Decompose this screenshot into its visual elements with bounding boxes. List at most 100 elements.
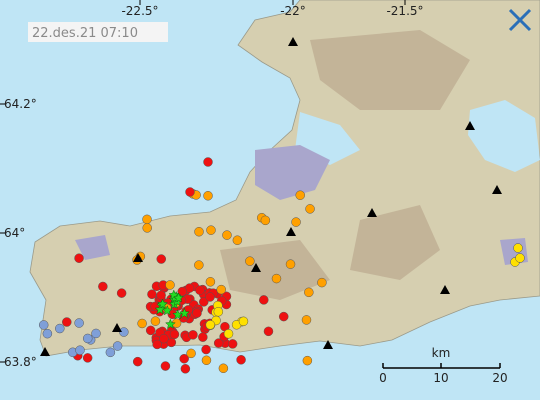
earthquake <box>513 243 523 253</box>
earthquake <box>260 215 271 226</box>
earthquake <box>295 190 305 200</box>
scale-label: 10 <box>433 371 448 385</box>
earthquake <box>291 217 301 227</box>
earthquake <box>75 345 85 355</box>
earthquake <box>232 235 243 245</box>
longitude-label: -22.5° <box>121 4 158 18</box>
lake <box>468 100 540 172</box>
logo <box>508 8 532 32</box>
earthquake <box>180 364 191 374</box>
lava-field <box>75 145 528 265</box>
earthquake <box>195 285 205 295</box>
scale-bar <box>382 363 501 369</box>
earthquake <box>194 260 204 270</box>
earthquake <box>145 325 156 336</box>
earthquake <box>74 253 84 263</box>
earthquake <box>194 226 204 237</box>
earthquake <box>278 311 289 322</box>
station <box>323 340 333 349</box>
earthquake <box>223 329 234 339</box>
earthquake <box>245 256 255 266</box>
station <box>40 347 50 356</box>
earthquake <box>152 339 162 350</box>
earthquake <box>62 317 72 327</box>
earthquake <box>98 281 108 292</box>
earthquake-star <box>173 292 184 303</box>
earthquake <box>203 157 213 167</box>
earthquake <box>116 288 127 298</box>
earthquake <box>55 323 65 334</box>
earthquake <box>74 318 84 328</box>
earthquake <box>156 290 166 301</box>
latitude-label: 64° <box>4 226 25 240</box>
earthquake <box>317 277 327 288</box>
earthquake <box>201 355 212 366</box>
earthquake <box>186 348 196 359</box>
station <box>251 263 261 272</box>
latitude-label: 63.8° <box>4 355 37 369</box>
earthquake <box>142 214 152 225</box>
earthquake <box>271 273 282 284</box>
earthquake <box>82 353 93 363</box>
earthquakes <box>38 157 525 374</box>
earthquake <box>160 361 171 371</box>
earthquake <box>216 284 226 295</box>
station <box>492 185 502 194</box>
earthquake <box>198 332 208 342</box>
earthquake <box>304 287 314 298</box>
station <box>133 253 143 262</box>
station <box>465 121 475 130</box>
earthquake-star <box>157 298 169 309</box>
earthquake <box>159 333 169 344</box>
earthquake <box>205 292 215 302</box>
earthquake <box>213 306 224 317</box>
earthquake <box>301 315 312 325</box>
earthquake <box>206 225 216 235</box>
timestamp-box <box>28 22 168 42</box>
longitude-label: -22° <box>280 4 306 18</box>
earthquake <box>42 328 53 339</box>
earthquake-star <box>164 318 176 329</box>
station <box>286 227 296 236</box>
earthquake-star <box>154 303 166 315</box>
earthquake <box>169 329 180 340</box>
earthquake <box>192 308 202 318</box>
earthquake <box>227 339 238 349</box>
earthquake <box>132 356 143 367</box>
scale-label: 20 <box>492 371 507 385</box>
earthquake <box>213 338 224 348</box>
earthquake <box>91 328 101 339</box>
earthquake <box>201 344 211 355</box>
earthquake <box>203 190 213 201</box>
earthquake <box>142 223 152 233</box>
earthquake <box>179 353 189 364</box>
earthquake <box>222 230 232 240</box>
station <box>288 37 298 46</box>
earthquake <box>112 341 123 351</box>
station <box>367 208 377 217</box>
earthquake-star <box>172 309 183 320</box>
earthquake <box>165 280 175 290</box>
earthquake <box>236 355 246 365</box>
earthquake <box>238 316 249 327</box>
scale-label: 0 <box>379 371 387 385</box>
earthquake <box>285 259 296 269</box>
earthquake <box>198 297 209 307</box>
earthquake <box>156 254 167 264</box>
earthquake <box>305 204 315 214</box>
earthquake <box>185 187 195 197</box>
scale-unit: km <box>432 346 451 360</box>
earthquake <box>119 327 129 337</box>
earthquake <box>259 295 269 305</box>
earthquake-star <box>179 307 190 319</box>
longitude-label: -21.5° <box>386 4 423 18</box>
earthquake <box>105 347 116 358</box>
earthquake <box>82 333 93 344</box>
timestamp: 22.des.21 07:10 <box>32 26 138 41</box>
latitude-label: 64.2° <box>4 97 37 111</box>
earthquake <box>150 316 161 326</box>
earthquake <box>205 277 216 287</box>
earthquake <box>205 320 216 330</box>
highland <box>220 30 470 300</box>
